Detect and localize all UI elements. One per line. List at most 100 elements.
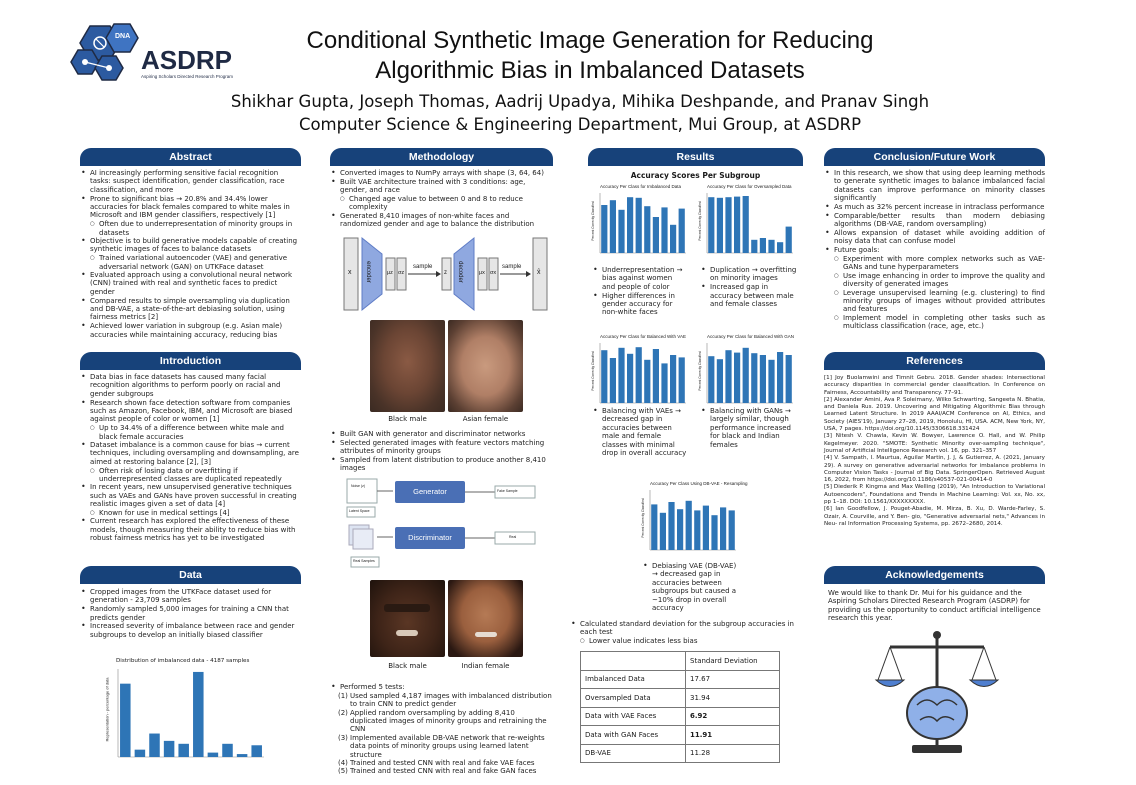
gan-diagram: Noise (z) Latent Space Generator Fake Sa… <box>345 477 550 573</box>
oversampled-bar <box>768 239 775 253</box>
table-header: Standard Deviation <box>685 651 780 671</box>
caption-black-male: Black male <box>388 415 427 423</box>
vae-bar <box>609 358 616 403</box>
gan-bar <box>768 359 775 403</box>
authors: Shikhar Gupta, Joseph Thomas, Aadrij Upa… <box>230 92 930 111</box>
imbalanced-bar <box>618 209 625 253</box>
gan-face-black-male <box>370 580 445 657</box>
caption-black-male-2: Black male <box>388 662 427 670</box>
dbvae-bar <box>702 505 709 550</box>
chart-gan-title: Accuracy Per Class for Balanced With GAN <box>707 334 795 339</box>
distribution-bar <box>236 754 248 757</box>
chart-dbvae-title: Accuracy Per Class Using DB-VAE - Resamp… <box>650 481 748 486</box>
chart-oversampled-title: Accuracy Per Class for Oversampled Data <box>707 184 792 189</box>
chart-vae-ylabel: Percent Correctly Classified <box>591 351 595 391</box>
distribution-chart-svg <box>117 669 264 758</box>
vae-bar <box>652 349 659 403</box>
distribution-bar <box>222 743 233 757</box>
gan-real-label: Real <box>509 535 517 539</box>
results-imbalanced-notes: Underrepresentation → bias against women… <box>592 266 687 317</box>
table-row-label: DB-VAE <box>580 743 686 763</box>
chart-dbvae-ylabel: Percent Correctly Classified <box>641 498 645 538</box>
gan-fake-sample-label: Fake Sample <box>497 489 518 493</box>
table-row-label: Imbalanced Data <box>580 669 686 689</box>
gan-bar <box>708 356 715 403</box>
results-subheading: Accuracy Scores Per Subgroup <box>630 171 761 180</box>
oversampled-bar <box>734 196 741 253</box>
oversampled-bar <box>725 197 732 253</box>
chart-vae-title: Accuracy Per Class for Balanced With VAE <box>600 334 686 339</box>
distribution-bar <box>178 743 189 757</box>
table-header-row: Standard Deviation <box>580 651 780 671</box>
vae-sample2-label: sample <box>502 264 522 270</box>
caption-asian-female: Asian female <box>462 415 509 423</box>
results-heading: Results <box>588 148 803 166</box>
imbalanced-bar <box>609 200 616 253</box>
vae-bar <box>601 350 608 403</box>
introduction-body: Data bias in face datasets has caused ma… <box>80 373 301 543</box>
vae-diagram: x encoder μz σz sample z decoder μx σx s… <box>342 236 550 316</box>
vae-bar <box>661 363 668 403</box>
chart-oversampled: Accuracy Per Class for Oversampled Data … <box>697 183 797 261</box>
chart-imbalanced-ylabel: Percent Correctly Classified <box>591 201 595 241</box>
dbvae-bar <box>728 510 735 550</box>
affiliation: Computer Science & Engineering Departmen… <box>298 115 862 134</box>
imbalanced-bar <box>644 206 651 253</box>
table-row-value: 11.28 <box>685 743 780 763</box>
methodology-gan-body: Built GAN with generator and discriminat… <box>330 430 553 473</box>
std-dev-table: Standard Deviation Imbalanced Data 17.67 O… <box>580 651 780 763</box>
table-row-label: Data with VAE Faces <box>580 706 686 726</box>
abstract-body: AI increasingly performing sensitive fac… <box>80 169 301 339</box>
distribution-bar <box>149 733 160 757</box>
gan-face-indian-female <box>448 580 523 657</box>
vae-bar <box>644 359 651 403</box>
reference-2: [2] Alexander Amini, Ava P. Soleimany, W… <box>824 396 1045 433</box>
data-body: Cropped images from the UTKFace dataset … <box>80 588 301 640</box>
distribution-bar <box>207 752 219 757</box>
vae-z-label: z <box>444 270 447 276</box>
imbalanced-bar <box>601 205 608 253</box>
results-sd-notes: Calculated standard deviation for the su… <box>570 620 800 646</box>
gan-generator-label: Generator <box>413 487 447 496</box>
table-row-label: Data with GAN Faces <box>580 725 686 745</box>
table-row-label: Oversampled Data <box>580 688 686 708</box>
vae-input-label: x <box>348 269 352 276</box>
logo-subtitle: Aspiring Scholars Directed Research Prog… <box>141 74 234 79</box>
vae-bar <box>635 347 642 403</box>
oversampled-bar <box>716 197 723 253</box>
gan-real-samples-label: Real Samples <box>353 559 375 563</box>
poster-title: Conditional Synthetic Image Generation f… <box>306 27 874 84</box>
oversampled-bar <box>751 239 758 253</box>
authors-block: Shikhar Gupta, Joseph Thomas, Aadrij Upa… <box>220 90 940 136</box>
dbvae-bar <box>651 504 658 550</box>
logo-hexagon-icon <box>70 23 139 81</box>
gan-latent-label: Latent Space <box>349 509 370 513</box>
chart-imbalanced-title: Accuracy Per Class for Imbalanced Data <box>600 184 682 189</box>
oversampled-bar <box>759 238 766 253</box>
distribution-bar <box>251 745 262 757</box>
logo-badge: DNA <box>115 33 131 40</box>
dbvae-bar <box>668 502 675 550</box>
abstract-heading: Abstract <box>80 148 301 166</box>
introduction-heading: Introduction <box>80 352 301 370</box>
gan-bar <box>785 355 792 403</box>
oversampled-bar <box>777 242 784 253</box>
dbvae-bar <box>677 509 684 550</box>
vae-bar <box>627 353 634 403</box>
distribution-bar <box>163 740 175 757</box>
table-row-value: 17.67 <box>685 669 780 689</box>
references-body: [1] Joy Buolamwini and Timnit Gebru. 201… <box>824 375 1045 528</box>
imbalanced-bar <box>661 207 668 253</box>
vae-bar <box>678 357 685 403</box>
dbvae-bar <box>685 500 692 550</box>
caption-indian-female: Indian female <box>461 662 510 670</box>
vae-encoder-label: encoder <box>364 261 371 283</box>
generated-face-black-male <box>370 320 445 412</box>
imbalanced-bar <box>670 224 677 253</box>
table-row: Data with VAE Faces 6.92 <box>580 706 780 726</box>
vae-sigma-label: σz <box>398 270 405 276</box>
oversampled-bar <box>785 226 792 253</box>
imbalanced-bar <box>627 197 634 253</box>
table-row-value: 6.92 <box>685 706 780 726</box>
chart-gan-ylabel: Percent Correctly Classified <box>698 351 702 391</box>
